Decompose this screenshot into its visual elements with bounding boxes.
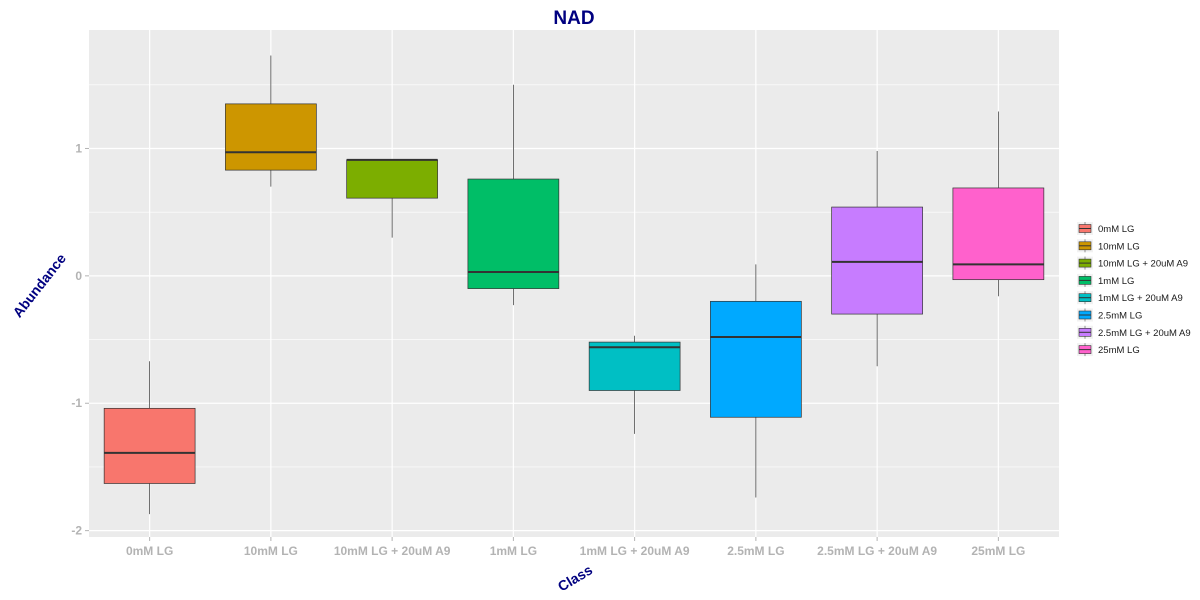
x-tick-label: 2.5mM LG xyxy=(727,544,784,558)
chart-title: NAD xyxy=(553,8,594,29)
y-tick-label: 1 xyxy=(75,141,82,155)
legend-label: 1mM LG xyxy=(1098,276,1134,287)
x-tick-label: 0mM LG xyxy=(126,544,173,558)
boxes-layer xyxy=(103,55,1045,515)
box xyxy=(467,178,560,289)
box xyxy=(588,341,681,391)
legend-label: 2.5mM LG + 20uM A9 xyxy=(1098,328,1191,339)
legend-item: 10mM LG + 20uM A9 xyxy=(1077,256,1188,270)
legend-label: 1mM LG + 20uM A9 xyxy=(1098,293,1183,304)
box-group xyxy=(588,335,681,434)
box-group xyxy=(225,55,317,187)
y-tick-label: -2 xyxy=(71,524,82,538)
box-group xyxy=(346,158,438,238)
legend-item: 2.5mM LG xyxy=(1077,308,1142,322)
legend-item: 25mM LG xyxy=(1077,343,1140,357)
box-group xyxy=(103,361,196,515)
legend-label: 0mM LG xyxy=(1098,224,1134,235)
legend-label: 10mM LG + 20uM A9 xyxy=(1098,259,1188,270)
y-tick-label: 0 xyxy=(75,269,82,283)
box xyxy=(831,206,923,315)
x-tick-label: 10mM LG xyxy=(244,544,298,558)
legend-item: 10mM LG xyxy=(1077,239,1140,253)
legend-label: 25mM LG xyxy=(1098,345,1140,356)
x-axis-ticks: 0mM LG 10mM LG 10mM LG + 20uM A9 1mM LG 1mM … xyxy=(126,537,1025,558)
box xyxy=(710,300,802,418)
y-axis-title: Abundance xyxy=(9,250,69,320)
box xyxy=(225,103,317,171)
box xyxy=(952,187,1045,281)
x-tick-label: 1mM LG + 20uM A9 xyxy=(580,544,690,558)
legend-item: 1mM LG xyxy=(1077,273,1134,287)
box-group xyxy=(952,111,1045,297)
box-group xyxy=(710,264,802,498)
x-axis-title: Class xyxy=(555,561,595,594)
x-tick-label: 10mM LG + 20uM A9 xyxy=(334,544,451,558)
y-axis-ticks: -2 -1 0 1 xyxy=(71,141,89,538)
legend-label: 10mM LG xyxy=(1098,241,1140,252)
legend-item: 2.5mM LG + 20uM A9 xyxy=(1077,325,1191,339)
x-tick-label: 1mM LG xyxy=(490,544,537,558)
y-tick-label: -1 xyxy=(71,396,82,410)
x-tick-label: 25mM LG xyxy=(971,544,1025,558)
box xyxy=(346,159,438,199)
legend-item: 0mM LG xyxy=(1077,222,1134,235)
box xyxy=(103,407,196,484)
x-tick-label: 2.5mM LG + 20uM A9 xyxy=(817,544,937,558)
box-group xyxy=(467,84,560,306)
legend-label: 2.5mM LG xyxy=(1098,311,1142,322)
legend: 0mM LG 10mM LG 10mM LG + 20uM A9 1mM LG 1mM … xyxy=(1077,222,1191,357)
legend-item: 1mM LG + 20uM A9 xyxy=(1077,291,1183,305)
box-group xyxy=(831,151,923,367)
